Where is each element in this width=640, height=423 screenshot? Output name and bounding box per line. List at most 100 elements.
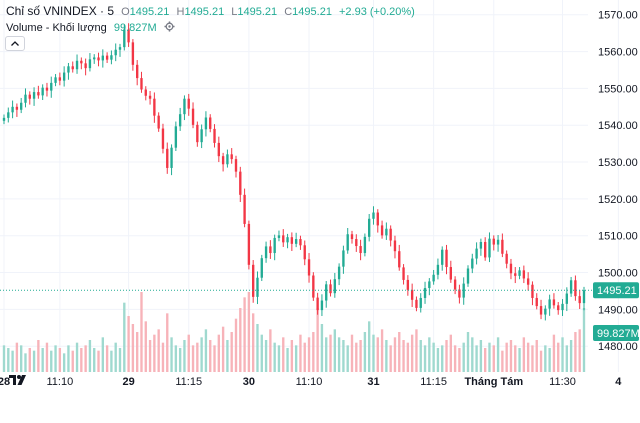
candle-body [514,273,517,276]
volume-bar [402,340,405,372]
volume-bar [350,334,354,372]
volume-bar [110,350,113,372]
x-axis: 28 11:10 29 11:15 30 11:10 31 11:15 Tháng Tám 11:… [0,376,622,388]
candle-body [247,223,251,265]
candle-body [320,300,324,311]
volume-bar [574,332,577,372]
volume-bar [45,342,49,372]
volume-bar [161,342,165,372]
volume-bar [432,342,435,372]
volume-bar [294,345,298,372]
volume-bar [260,334,263,372]
volume-bar [213,345,216,372]
candle-body [578,296,581,304]
candle-body [561,303,564,311]
candle-body [97,57,100,61]
volume-bar [187,334,190,372]
volume-bar [277,345,281,372]
volume-label[interactable]: Volume - Khối lượng [6,22,107,34]
candle-body [148,95,152,99]
volume-bar [75,342,79,372]
candle-body [385,228,388,236]
volume-bar [157,329,160,372]
candle-body [41,87,44,96]
candle-body [484,241,487,258]
candle-body [316,297,319,311]
volume-bar [226,340,229,372]
candle-body [333,279,336,294]
candle-body [509,263,513,274]
volume-bar [557,342,560,372]
volume-bar [479,340,483,372]
volume-bar [458,348,461,372]
candle-body [20,102,23,110]
symbol-title[interactable]: Chỉ số VNINDEX · 5 [6,4,115,18]
candle-body [24,94,27,103]
volume-bar [183,340,186,372]
volume-bar [535,340,538,372]
volume-bar [243,297,246,372]
volume-bar [269,329,272,372]
candle-body [105,55,109,60]
volume-bar [342,340,345,372]
candle-body [582,290,586,304]
volume-bar [552,334,556,372]
candle-body [282,235,285,243]
x-tick-label: 11:10 [296,376,323,388]
candle-body [161,128,165,149]
volume-bar [569,340,573,372]
volume-bar [282,337,285,372]
candle-body [217,142,220,157]
volume-bar [522,337,526,372]
candle-body [15,106,19,110]
volume-bar [84,345,87,372]
candle-body [449,267,452,280]
candle-body [170,147,173,168]
candle-body [127,29,130,43]
collapse-legend-button[interactable] [5,36,25,51]
volume-legend: Volume - Khối lượng 99.827M [6,21,175,34]
volume-bar [428,337,431,372]
volume-bar [144,321,147,372]
volume-bar [449,334,452,372]
volume-bar [264,340,268,372]
volume-bar [518,348,521,372]
x-tick-label: 31 [367,376,379,388]
y-tick-label: 1540.00 [598,120,638,132]
candle-body [286,237,289,243]
candle-body [58,77,62,81]
volume-bar [316,308,319,372]
candle-body [398,251,401,268]
volume-bar [54,345,57,372]
candle-body [496,239,500,245]
candle-body [178,114,182,127]
candle-body [37,92,40,96]
volume-bar [501,350,504,372]
candle-body [342,250,345,267]
candle-body [471,258,474,269]
candle-body [548,299,551,309]
candle-body [307,259,311,276]
volume-bar [325,337,328,372]
volume-bar [28,348,31,372]
volume-bar [127,316,130,372]
candle-body [45,87,49,91]
candle-body [136,64,139,79]
candle-body [445,249,448,268]
candle-body [239,171,242,195]
volume-bar [380,329,384,372]
volume-bar [37,340,40,372]
candle-body [389,228,392,241]
volume-bar [561,337,564,372]
volume-bar [71,350,74,372]
ohlc-legend: Chỉ số VNINDEX · 5 O1495.21 H1495.21 L14… [6,4,419,18]
current-price-tag-label: 1495.21 [597,285,637,297]
chevron-up-icon [11,41,19,46]
volume-bar [286,348,289,372]
candle-body [226,154,229,165]
candle-body [432,274,435,282]
volume-bar [62,353,66,372]
gear-icon[interactable] [164,21,175,32]
